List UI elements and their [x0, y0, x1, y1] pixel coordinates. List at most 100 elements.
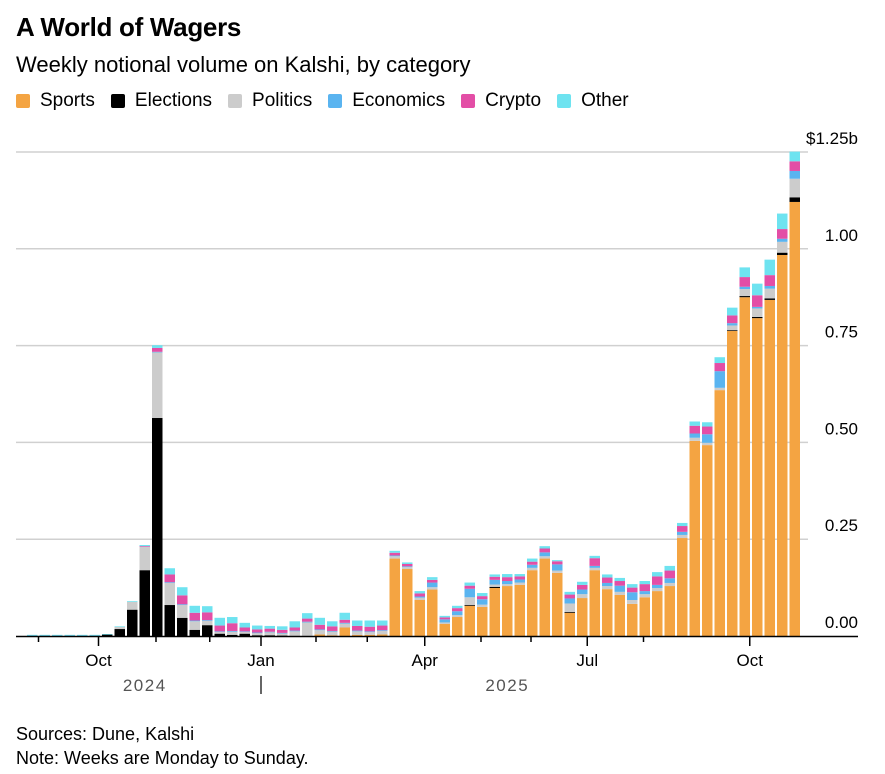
y-tick-label: 0.00 [825, 613, 858, 632]
bar-segment-other [214, 617, 225, 626]
bar-segment-crypto [689, 425, 700, 434]
legend-swatch-economics [328, 94, 343, 108]
bar-segment-crypto [377, 625, 388, 631]
bar-segment-politics [702, 442, 713, 446]
bar-segment-other [364, 620, 375, 627]
bar-segment-economics [314, 629, 325, 631]
bar-segment-other [739, 267, 750, 278]
weeks-note: Note: Weeks are Monday to Sunday. [16, 748, 309, 768]
bar-segment-sports [702, 445, 713, 636]
legend-item-other: Other [557, 90, 629, 112]
bar-segment-economics [564, 598, 575, 604]
bar-segment-economics [302, 621, 313, 623]
y-tick-label: $1.25b [806, 129, 858, 148]
bar-segment-crypto [464, 585, 475, 589]
bar-segment-other [339, 612, 350, 620]
bar-segment-economics [489, 579, 500, 585]
bar-segment-economics [214, 631, 225, 632]
bar-segment-sports [664, 586, 675, 636]
bar-segment-sports [452, 617, 463, 636]
bar-segment-sports [489, 587, 500, 636]
x-axis: Oct Jan Apr Jul Oct 2024 2025 [16, 635, 858, 695]
bar-segment-crypto [289, 627, 300, 631]
bar-segment-sports [464, 605, 475, 636]
bar-segment-other [602, 574, 613, 578]
bar-segment-sports [527, 570, 538, 636]
bar-segment-politics [277, 633, 288, 636]
bar-segment-politics [214, 631, 225, 634]
bar-segment-politics [389, 556, 400, 559]
bar-segment-sports [627, 603, 638, 636]
bar-segment-other [689, 421, 700, 426]
bar-segment-other [564, 591, 575, 595]
bar-segment-crypto [439, 617, 450, 620]
bar-segment-politics [539, 556, 550, 559]
bar-segment-economics [652, 584, 663, 588]
bar-segment-crypto [302, 618, 313, 622]
bar-segment-crypto [514, 576, 525, 580]
bar-segment-elections [127, 609, 138, 636]
bar-segment-other [789, 151, 800, 162]
bar-segment-economics [764, 285, 775, 289]
bar-segment-other [89, 634, 100, 636]
bar-segment-other [239, 622, 250, 628]
year-label: 2024 [123, 676, 167, 695]
bar-segment-sports [389, 558, 400, 636]
bar-segment-economics [177, 604, 188, 606]
legend-label-economics: Economics [352, 90, 446, 111]
bar-segment-economics [339, 622, 350, 624]
y-tick-label: 1.00 [825, 226, 858, 245]
bar-segment-economics [152, 351, 163, 353]
bar-segment-politics [452, 615, 463, 618]
bar-segment-crypto [577, 584, 588, 590]
bar-segment-sports [689, 440, 700, 636]
bar-segment-crypto [264, 628, 275, 632]
bar-segment-crypto [739, 277, 750, 287]
bar-segment-politics [264, 632, 275, 636]
bar-segment-crypto [227, 623, 238, 631]
bar-segment-other [752, 283, 763, 296]
bar-segment-economics [239, 631, 250, 632]
bar-segment-other [677, 522, 688, 527]
bar-segment-sports [402, 569, 413, 636]
bar-segment-politics [752, 308, 763, 317]
bar-segment-other [77, 634, 88, 636]
legend-item-economics: Economics [328, 90, 445, 112]
legend-swatch-sports [16, 94, 30, 108]
bar-segment-crypto [639, 584, 650, 592]
bar-segment-economics [739, 286, 750, 290]
bar-segment-politics [239, 631, 250, 634]
bar-segment-sports [414, 599, 425, 636]
bar-segment-economics [577, 589, 588, 595]
bar-segment-other [64, 634, 75, 636]
bar-segment-economics [439, 619, 450, 623]
legend-label-elections: Elections [134, 90, 213, 111]
bar-segment-crypto [427, 579, 438, 583]
bar-segment-politics [639, 594, 650, 598]
bar-segment-crypto [789, 161, 800, 171]
bar-segment-sports [777, 254, 788, 637]
bar-segment-economics [352, 630, 363, 632]
bar-segment-politics [327, 631, 338, 636]
bar-segment-elections [739, 296, 750, 298]
bar-segment-other [664, 565, 675, 571]
bar-segment-politics [302, 622, 313, 636]
bar-segment-politics [352, 631, 363, 635]
bar-segment-politics [289, 631, 300, 636]
bar-segment-sports [739, 297, 750, 636]
bar-segment-economics [514, 579, 525, 583]
bar-segment-crypto [614, 581, 625, 586]
bar-segment-sports [477, 606, 488, 636]
legend-swatch-politics [228, 94, 243, 108]
bar-segment-crypto [152, 347, 163, 352]
bar-segment-economics [252, 632, 263, 634]
bar-segment-crypto [539, 548, 550, 553]
bar-segment-crypto [564, 594, 575, 599]
bar-segment-other [264, 625, 275, 629]
bar-segment-sports [602, 589, 613, 636]
bar-segment-other [577, 581, 588, 585]
bar-segment-economics [464, 588, 475, 598]
bar-segment-politics [314, 630, 325, 635]
bar-segment-crypto [589, 558, 600, 566]
bar-segment-economics [227, 630, 238, 632]
